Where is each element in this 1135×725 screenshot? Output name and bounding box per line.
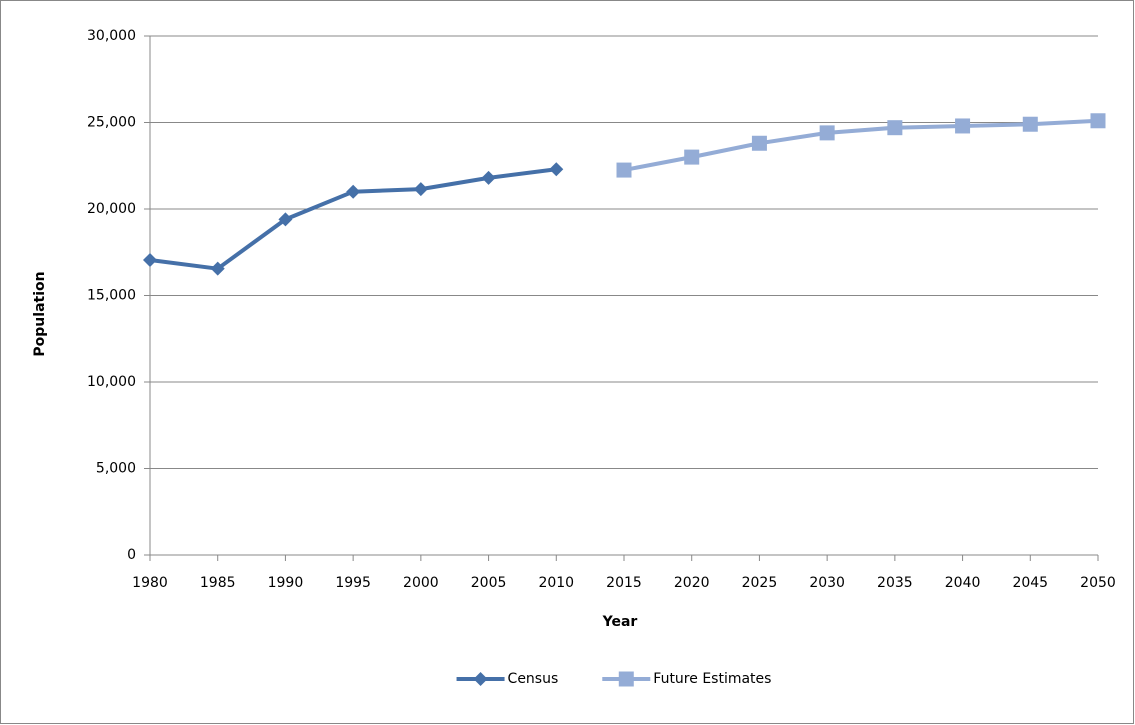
marker bbox=[751, 135, 767, 151]
x-tick-label: 2040 bbox=[945, 575, 981, 591]
y-tick-label: 10,000 bbox=[87, 374, 136, 390]
x-tick-label: 2030 bbox=[809, 575, 845, 591]
marker bbox=[549, 162, 564, 177]
marker bbox=[618, 671, 634, 687]
y-tick-label: 5,000 bbox=[96, 461, 136, 477]
marker bbox=[1022, 116, 1038, 132]
y-tick-label: 20,000 bbox=[87, 201, 136, 217]
marker bbox=[1090, 113, 1106, 129]
marker bbox=[473, 672, 488, 686]
marker bbox=[278, 212, 293, 227]
y-tick-label: 0 bbox=[127, 547, 136, 563]
x-tick-label: 2045 bbox=[1012, 575, 1048, 591]
marker bbox=[887, 120, 903, 136]
legend: Census Future Estimates bbox=[456, 671, 771, 687]
marker bbox=[346, 184, 361, 199]
legend-label: Census bbox=[508, 671, 559, 687]
y-tick-label: 30,000 bbox=[87, 28, 136, 44]
y-tick-label: 25,000 bbox=[87, 115, 136, 131]
x-tick-label: 1980 bbox=[132, 575, 168, 591]
x-tick-label: 2000 bbox=[403, 575, 439, 591]
x-axis-title: Year bbox=[602, 614, 638, 630]
marker bbox=[413, 182, 428, 197]
x-tick-label: 2005 bbox=[471, 575, 507, 591]
marker bbox=[955, 118, 971, 134]
x-tick-label: 2020 bbox=[674, 575, 710, 591]
x-tick-label: 2050 bbox=[1080, 575, 1116, 591]
x-tick-label: 1990 bbox=[268, 575, 304, 591]
marker bbox=[210, 261, 225, 276]
x-tick-label: 1985 bbox=[200, 575, 236, 591]
x-tick-label: 1995 bbox=[335, 575, 371, 591]
x-tick-label: 2015 bbox=[606, 575, 642, 591]
x-tick-label: 2035 bbox=[877, 575, 913, 591]
marker bbox=[143, 253, 157, 268]
series-line bbox=[623, 118, 1099, 173]
legend-label: Future Estimates bbox=[653, 671, 771, 687]
x-tick-label: 2025 bbox=[742, 575, 778, 591]
y-tick-label: 15,000 bbox=[87, 288, 136, 304]
marker bbox=[684, 149, 700, 165]
x-tick-label: 2010 bbox=[538, 575, 574, 591]
y-axis-title: Population bbox=[32, 271, 48, 356]
marker bbox=[616, 162, 632, 178]
marker bbox=[481, 170, 496, 185]
marker bbox=[819, 125, 835, 141]
